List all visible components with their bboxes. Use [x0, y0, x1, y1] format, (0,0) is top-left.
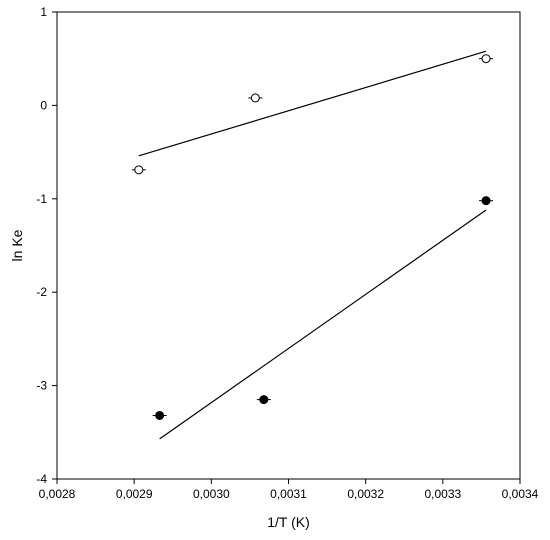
x-tick-label: 0,0032: [347, 487, 384, 501]
data-point-series-1: [481, 54, 491, 64]
data-point-series-2: [259, 395, 269, 405]
y-tick-label: 1: [40, 5, 47, 19]
fit-lines: [138, 50, 487, 440]
data-point-series-1: [134, 165, 144, 175]
x-tick-label: 0,0028: [39, 487, 76, 501]
x-axis: 0,0028 0,0029 0,0030 0,0031 0,0032 0,0033 0,00…: [39, 479, 539, 501]
y-tick-label: -1: [36, 192, 47, 206]
x-tick-label: 0,0029: [116, 487, 153, 501]
x-tick-label: 0,0031: [270, 487, 307, 501]
data-point-series-2: [481, 196, 491, 206]
fit-line-series-2: [159, 209, 487, 440]
y-axis: -4 -3 -2 -1 0 1: [36, 5, 57, 486]
y-tick-label: 0: [40, 98, 47, 112]
x-tick-label: 0,0030: [193, 487, 230, 501]
y-tick-label: -4: [36, 472, 47, 486]
plot-frame: [56, 11, 521, 480]
y-tick-label: -3: [36, 379, 47, 393]
x-axis-label: 1/T (K): [267, 514, 310, 530]
y-axis-label: ln Ke: [9, 229, 25, 261]
x-tick-label: 0,0034: [502, 487, 539, 501]
fit-line-series-1: [138, 50, 487, 157]
y-tick-label: -2: [36, 285, 47, 299]
data-point-series-1: [250, 93, 260, 103]
data-point-series-2: [155, 410, 165, 420]
x-tick-label: 0,0033: [424, 487, 461, 501]
data-points: [131, 54, 494, 420]
